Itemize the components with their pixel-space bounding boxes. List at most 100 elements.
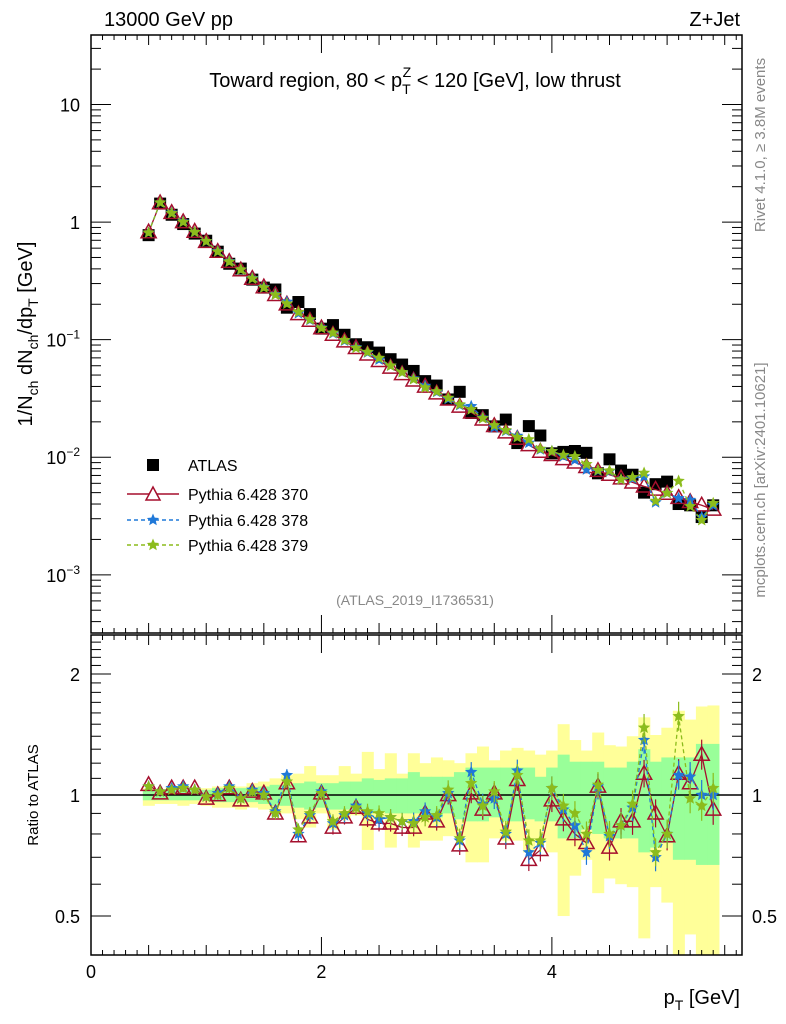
ratio-point-379 [246, 785, 259, 797]
ratio-point-370 [427, 811, 446, 828]
ratio-tick-label-left: 2 [70, 665, 80, 685]
series-point-379 [165, 206, 178, 219]
legend-label-atlas: ATLAS [188, 458, 238, 475]
ratio-band-inner [327, 783, 340, 810]
x-axis-label: pT [GeV] [664, 987, 740, 1013]
ratio-point-378 [672, 768, 685, 781]
header-left: 13000 GeV pp [104, 9, 233, 31]
ratio-point-379 [488, 785, 501, 797]
series-point-379 [177, 215, 190, 228]
ratio-point-379 [603, 827, 616, 840]
ratio-point-379 [511, 768, 524, 781]
ratio-point-379 [557, 799, 570, 812]
ratio-band-inner [396, 778, 409, 814]
ratio-plot-marks [139, 701, 723, 872]
ratio-point-379 [407, 816, 420, 829]
atlas-data-point [580, 446, 593, 459]
series-point-378 [580, 463, 593, 475]
ratio-point-379 [522, 834, 535, 846]
ratio-point-379 [419, 810, 432, 823]
series-point-370 [623, 472, 642, 489]
ratio-point-379 [292, 823, 305, 835]
series-point-379 [269, 288, 282, 301]
series-point-370 [496, 422, 515, 439]
ratio-point-370 [139, 775, 158, 792]
ratio-point-370 [600, 838, 619, 854]
series-point-379 [660, 486, 674, 499]
main-plot-frame [90, 34, 743, 634]
series-point-379 [511, 430, 524, 443]
legend-marker-378 [146, 513, 160, 526]
series-point-378 [637, 470, 651, 482]
ratio-point-379 [315, 786, 328, 799]
ratio-point-370 [531, 840, 550, 857]
legend-label-379: Pythia 6.428 379 [188, 538, 308, 555]
ratio-band-inner [430, 776, 443, 818]
header-right: Z+Jet [689, 9, 740, 31]
ratio-point-379 [188, 783, 201, 796]
mcplots-label: mcplots.cern.ch [arXiv:2401.10621] [752, 362, 769, 597]
legend-marker-atlas [147, 459, 159, 471]
atlas-data-point [499, 413, 512, 426]
legend: ATLAS Pythia 6.428 370 Pythia 6.428 378 … [127, 458, 308, 555]
x-tick-label: 2 [316, 962, 326, 982]
legend-label-378: Pythia 6.428 378 [188, 513, 308, 530]
ratio-point-378 [280, 768, 294, 781]
ratio-point-379 [430, 808, 443, 821]
ratio-point-370 [301, 807, 319, 824]
ratio-point-379 [280, 775, 294, 787]
ratio-point-379 [695, 799, 708, 812]
ratio-tick-label-right: 0.5 [752, 907, 777, 927]
series-point-370 [612, 468, 630, 485]
ratio-point-379 [580, 827, 593, 840]
ratio-point-370 [197, 788, 216, 805]
atlas-data-point [453, 385, 466, 398]
ratio-point-379 [453, 831, 466, 844]
ratio-point-379 [672, 709, 685, 722]
atlas-data-point [292, 296, 305, 309]
series-point-379 [188, 225, 201, 238]
ratio-point-379 [614, 818, 628, 831]
series-point-379 [361, 345, 374, 358]
series-point-379 [349, 341, 363, 354]
series-point-379 [695, 513, 708, 526]
series-point-379 [649, 494, 662, 507]
ratio-point-379 [234, 792, 247, 804]
ratio-point-379 [442, 783, 455, 796]
y-tick-label: 10−1 [46, 328, 80, 351]
ratio-point-379 [154, 785, 167, 797]
ratio-band-inner [407, 772, 420, 814]
ratio-point-379 [142, 780, 155, 792]
ratio-point-379 [223, 781, 236, 794]
ratio-point-378 [580, 845, 593, 858]
ratio-band-inner [419, 776, 432, 818]
series-point-379 [557, 448, 570, 461]
series-point-379 [626, 470, 639, 483]
ratio-point-379 [338, 806, 351, 819]
series-point-379 [430, 385, 443, 397]
series-point-370 [381, 357, 400, 374]
series-point-379 [419, 381, 432, 393]
ratio-band-inner [361, 778, 374, 814]
series-point-379 [234, 263, 247, 275]
ratio-band-inner [523, 767, 536, 820]
ratio-point-370 [554, 809, 573, 826]
ratio-point-370 [381, 813, 400, 830]
ratio-point-379 [200, 790, 213, 802]
series-point-370 [566, 452, 584, 469]
ratio-point-370 [289, 826, 308, 843]
series-point-379 [637, 466, 651, 479]
ratio-point-379 [372, 806, 386, 819]
ratio-point-379 [476, 799, 489, 812]
series-point-378 [672, 491, 685, 504]
atlas-data-point [522, 420, 535, 433]
ratio-tick-label-left: 0.5 [55, 907, 80, 927]
ratio-point-379 [649, 845, 662, 858]
series-point-379 [580, 457, 593, 470]
y-tick-label: 10−3 [46, 563, 80, 586]
ratio-band-inner [638, 749, 651, 853]
rivet-version-label: Rivet 4.1.0, ≥ 3.8M events [752, 58, 769, 232]
ratio-tick-label-right: 2 [752, 665, 762, 685]
ratio-point-370 [277, 773, 296, 790]
